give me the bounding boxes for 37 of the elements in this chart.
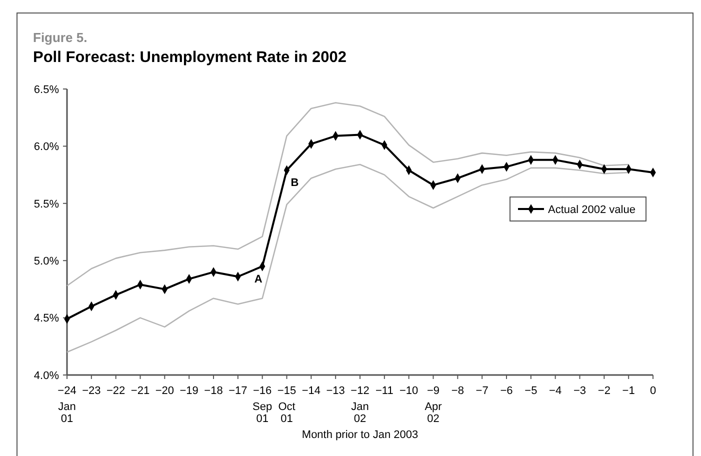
x-tick-label: −14 [302, 385, 321, 397]
x-tick-label: −17 [228, 385, 248, 397]
x-tick-label: −7 [476, 385, 488, 397]
annotation: A [254, 273, 262, 286]
y-tick-label: 6.5% [34, 84, 60, 96]
x-tick-label: −13 [326, 385, 345, 397]
x-tick-label: −3 [573, 385, 586, 397]
x-tick-label: −6 [500, 385, 513, 397]
x-tick-label: −8 [451, 385, 464, 397]
x-tick-label: −2 [598, 385, 610, 397]
x-tick-label: −18 [204, 385, 223, 397]
x-tick-label: −11 [375, 385, 394, 397]
y-tick-label: 5.5% [34, 198, 60, 210]
x-tick-label: −5 [524, 385, 538, 397]
x-tick-label: −12 Jan 02 [350, 385, 370, 425]
y-tick-label: 4.0% [34, 370, 60, 382]
x-tick-label: −10 [399, 385, 418, 397]
x-tick-label: −20 [155, 385, 174, 397]
x-tick-label: −19 [180, 385, 198, 397]
chart-title: Poll Forecast: Unemployment Rate in 2002 [33, 49, 347, 66]
legend-label: Actual 2002 value [548, 204, 636, 216]
x-tick-label: 0 [650, 385, 656, 397]
y-tick-label: 4.5% [34, 312, 60, 325]
x-tick-label: −24 Jan 01 [58, 385, 76, 425]
x-tick-label: −23 [82, 385, 101, 397]
x-tick-label: −4 [549, 385, 562, 397]
x-tick-label: −9 Apr 02 [424, 385, 442, 425]
annotation: B [290, 177, 299, 190]
y-tick-label: 5.0% [34, 255, 60, 268]
x-tick-label: −1 [622, 385, 635, 397]
x-tick-label: −16 Sep 01 [252, 385, 272, 425]
y-tick-label: 6.0% [34, 141, 60, 154]
chart-subtitle: Figure 5. [33, 30, 88, 45]
x-tick-label: −22 [106, 385, 126, 397]
x-tick-label: −21 [130, 385, 150, 397]
x-tick-label: −15 Oct 01 [277, 385, 296, 425]
x-axis-title: Month prior to Jan 2003 [302, 429, 418, 441]
